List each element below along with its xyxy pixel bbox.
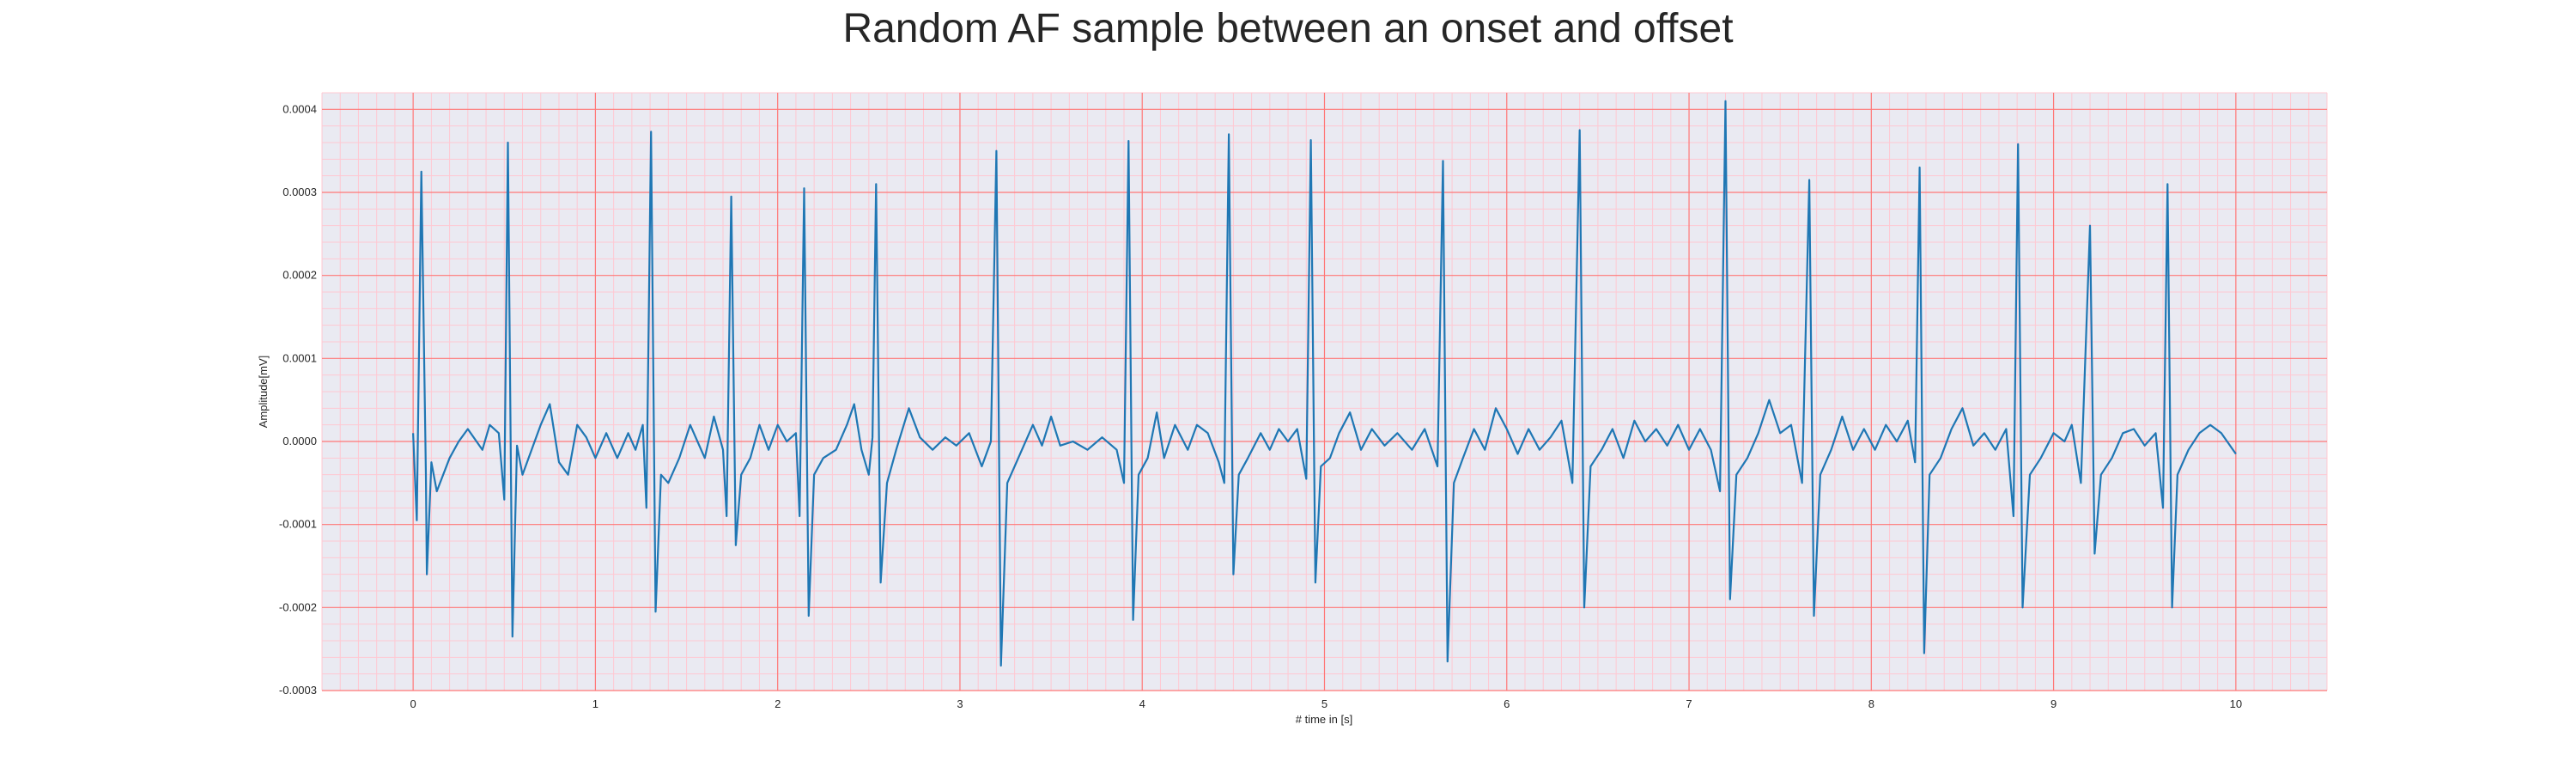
x-tick-label: 1 bbox=[592, 697, 598, 710]
y-tick-label: 0.0004 bbox=[283, 102, 317, 115]
y-axis: -0.0003 -0.0002 -0.0001 0.0000 0.0001 0.0002 0… bbox=[279, 102, 317, 697]
y-tick-label: 0.0000 bbox=[283, 435, 317, 447]
x-tick-label: 9 bbox=[2050, 697, 2057, 710]
x-tick-label: 3 bbox=[957, 697, 963, 710]
x-tick-label: 10 bbox=[2230, 697, 2242, 710]
y-tick-label: -0.0003 bbox=[279, 684, 317, 697]
y-tick-label: -0.0001 bbox=[279, 518, 317, 531]
y-tick-label: 0.0001 bbox=[283, 351, 317, 364]
x-axis-label: # time in [s] bbox=[1296, 713, 1352, 726]
chart-title: Random AF sample between an onset and of… bbox=[842, 6, 1734, 52]
x-axis: 0 1 2 3 4 5 6 7 8 9 10 bbox=[410, 697, 2243, 710]
y-tick-label: -0.0002 bbox=[279, 600, 317, 613]
y-tick-label: 0.0003 bbox=[283, 186, 317, 198]
y-axis-label: Amplitude[mV] bbox=[257, 356, 270, 429]
x-tick-label: 4 bbox=[1139, 697, 1145, 710]
x-tick-label: 0 bbox=[410, 697, 416, 710]
x-tick-label: 5 bbox=[1321, 697, 1327, 710]
x-tick-label: 6 bbox=[1504, 697, 1510, 710]
x-tick-label: 8 bbox=[1868, 697, 1874, 710]
x-tick-label: 2 bbox=[775, 697, 781, 710]
x-tick-label: 7 bbox=[1686, 697, 1692, 710]
series-line bbox=[412, 100, 2237, 667]
y-tick-label: 0.0002 bbox=[283, 269, 317, 282]
